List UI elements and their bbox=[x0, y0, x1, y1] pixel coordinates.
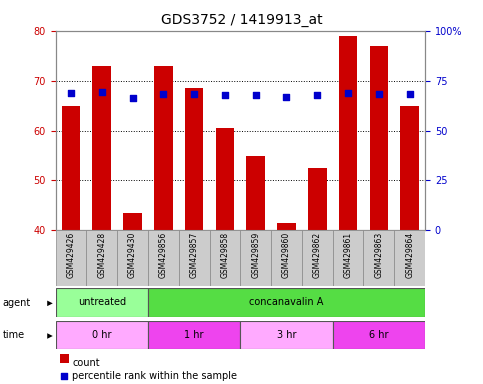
Bar bbox=[246, 156, 265, 230]
Bar bbox=[241, 321, 333, 349]
Bar bbox=[333, 321, 425, 349]
Bar bbox=[179, 230, 210, 286]
Bar bbox=[240, 230, 271, 286]
Text: GSM429864: GSM429864 bbox=[405, 232, 414, 278]
Text: GSM429428: GSM429428 bbox=[97, 232, 106, 278]
Bar bbox=[302, 230, 333, 286]
Point bbox=[313, 91, 321, 98]
Bar bbox=[148, 288, 425, 317]
Bar bbox=[210, 230, 240, 286]
Text: count: count bbox=[72, 358, 100, 368]
Bar bbox=[86, 230, 117, 286]
Text: GSM429861: GSM429861 bbox=[343, 232, 353, 278]
Bar bbox=[364, 230, 394, 286]
Point bbox=[98, 89, 106, 95]
Text: 0 hr: 0 hr bbox=[92, 330, 112, 340]
Bar bbox=[154, 66, 172, 230]
Bar bbox=[148, 230, 179, 286]
Bar bbox=[56, 230, 86, 286]
Point bbox=[283, 94, 290, 100]
Text: concanavalin A: concanavalin A bbox=[249, 297, 324, 308]
Text: 3 hr: 3 hr bbox=[277, 330, 296, 340]
Point bbox=[252, 91, 259, 98]
Bar bbox=[394, 230, 425, 286]
Point bbox=[221, 91, 229, 98]
Text: GSM429856: GSM429856 bbox=[159, 232, 168, 278]
Text: agent: agent bbox=[2, 298, 30, 308]
Bar bbox=[148, 321, 241, 349]
Bar bbox=[271, 230, 302, 286]
Bar bbox=[185, 88, 203, 230]
Bar bbox=[62, 106, 80, 230]
Point bbox=[159, 91, 167, 97]
Text: GSM429430: GSM429430 bbox=[128, 232, 137, 278]
Text: GSM429862: GSM429862 bbox=[313, 232, 322, 278]
Bar bbox=[308, 168, 327, 230]
Text: GSM429860: GSM429860 bbox=[282, 232, 291, 278]
Text: GSM429426: GSM429426 bbox=[67, 232, 75, 278]
Bar bbox=[333, 230, 364, 286]
Text: time: time bbox=[2, 330, 25, 340]
Text: 1 hr: 1 hr bbox=[185, 330, 204, 340]
Bar bbox=[369, 46, 388, 230]
Text: GSM429857: GSM429857 bbox=[190, 232, 199, 278]
Bar bbox=[117, 230, 148, 286]
Point bbox=[406, 91, 413, 97]
Bar bbox=[56, 321, 148, 349]
Point bbox=[128, 94, 136, 101]
Bar bbox=[56, 288, 148, 317]
Text: GSM429858: GSM429858 bbox=[220, 232, 229, 278]
Point bbox=[375, 91, 383, 97]
Text: GSM429859: GSM429859 bbox=[251, 232, 260, 278]
Bar bbox=[60, 354, 69, 363]
Text: GDS3752 / 1419913_at: GDS3752 / 1419913_at bbox=[161, 13, 322, 27]
Point bbox=[214, 295, 222, 301]
Text: percentile rank within the sample: percentile rank within the sample bbox=[72, 371, 238, 381]
Text: GSM429863: GSM429863 bbox=[374, 232, 384, 278]
Text: untreated: untreated bbox=[78, 297, 126, 308]
Point bbox=[190, 91, 198, 97]
Bar bbox=[277, 223, 296, 230]
Bar bbox=[339, 36, 357, 230]
Bar bbox=[400, 106, 419, 230]
Bar bbox=[123, 213, 142, 230]
Text: 6 hr: 6 hr bbox=[369, 330, 389, 340]
Bar bbox=[92, 66, 111, 230]
Point bbox=[67, 89, 75, 96]
Bar bbox=[215, 128, 234, 230]
Point bbox=[344, 89, 352, 96]
